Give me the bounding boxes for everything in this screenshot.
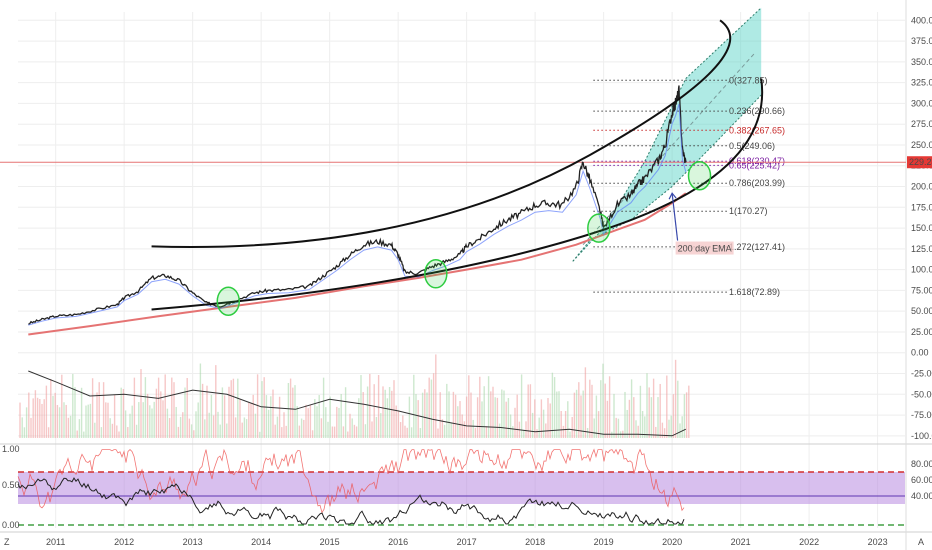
time-tick-label: 2017 [457,537,477,547]
fib-level-label: 0.786(203.99) [729,178,785,188]
price-tick-label: 275.00 [911,119,932,129]
price-series [28,85,687,336]
annotation-bg [675,241,734,255]
oscillator-right-tick: 80.00 [911,459,932,469]
time-tick-label: 2021 [731,537,751,547]
price-tick-label: 75.00 [911,285,932,295]
annotation-arrowhead [668,192,677,200]
green-marker [216,286,241,316]
fib-level-label: 0.382(267.65) [729,125,785,135]
last-price-label: 229.24 [909,157,932,167]
fib-level-label: 0(327.85) [729,75,768,85]
price-tick-label: 150.00 [911,223,932,233]
price-tick-label: 175.00 [911,202,932,212]
fib-level-label: 0.65(225.42) [729,160,780,170]
annotation-label: 200 day EMA [678,244,732,254]
fib-level-label: 1.272(127.41) [729,242,785,252]
corner-label-right: A [918,537,924,547]
price-tick-label: 250.00 [911,140,932,150]
fib-level-label: 0.5(249.06) [729,141,775,151]
price-tick-label: 100.00 [911,265,932,275]
oscillator-slow-line [17,477,685,525]
price-tick-label: 325.00 [911,78,932,88]
price-tick-label: 350.00 [911,57,932,67]
time-tick-label: 2015 [320,537,340,547]
ema200-line [28,192,687,336]
oscillator-left-tick: 1.00 [2,444,20,454]
time-tick-label: 2013 [183,537,203,547]
time-tick-label: 2014 [251,537,271,547]
oscillator-left-tick: 0.00 [2,520,20,530]
price-tick-label: 0.00 [911,348,929,358]
price-tick-label: 25.00 [911,327,932,337]
last-price-tag [907,156,932,169]
price-tick-label: 300.00 [911,98,932,108]
lower-arc [151,78,764,311]
green-markers [216,160,712,316]
price-tick-label: -75.00 [911,410,932,420]
fibonacci-levels: 0(327.85) 0.236(290.66) 0.382(267.65) 0.5(2… [0,75,906,297]
trend-arcs: 200 day EMA [151,19,764,311]
corner-label-left: Z [4,537,10,547]
time-tick-label: 2023 [868,537,888,547]
channel-mid-line [582,53,755,246]
price-tick-label: -100.00 [911,431,932,441]
oscillator-right-tick: 40.00 [911,491,932,501]
green-marker [587,213,611,243]
price-tick-label: -50.00 [911,389,932,399]
fib-level-label: 0.618(230.47) [729,156,785,166]
fib-level-label: 1.618(72.89) [729,287,780,297]
green-marker [687,160,712,191]
volume-bars [19,354,690,438]
green-marker [424,259,448,289]
oscillator-left-tick: 0.50 [2,480,20,490]
volume-average-line [28,370,687,437]
time-tick-label: 2019 [594,537,614,547]
fib-level-label: 0.236(290.66) [729,106,785,116]
oscillator-right-tick: 60.00 [911,475,932,485]
oscillator-panel: 1.00 0.50 0.00 80.00 60.00 40.00 [2,444,932,530]
annotation-arrow [671,193,679,241]
price-ma-line [28,103,687,326]
time-tick-label: 2012 [114,537,134,547]
price-tick-label: -25.00 [911,369,932,379]
fib-level-label: 1(170.27) [729,206,768,216]
time-tick-label: 2018 [525,537,545,547]
time-tick-label: 2016 [388,537,408,547]
time-tick-label: 2011 [46,537,65,547]
upper-arc [151,19,732,248]
time-tick-label: 2022 [799,537,819,547]
price-tick-label: 400.00 [911,15,932,25]
price-tick-label: 375.00 [911,36,932,46]
price-line [28,85,687,325]
price-tick-label: 50.00 [911,306,932,316]
oscillator-fast-line [17,448,685,514]
axes: 400.00 375.00 350.00 325.00 300.00 275.00 250.… [4,15,932,547]
price-tick-label: 200.00 [911,182,932,192]
price-tick-label: 125.00 [911,244,932,254]
oscillator-band [18,472,905,504]
time-tick-label: 2020 [662,537,682,547]
